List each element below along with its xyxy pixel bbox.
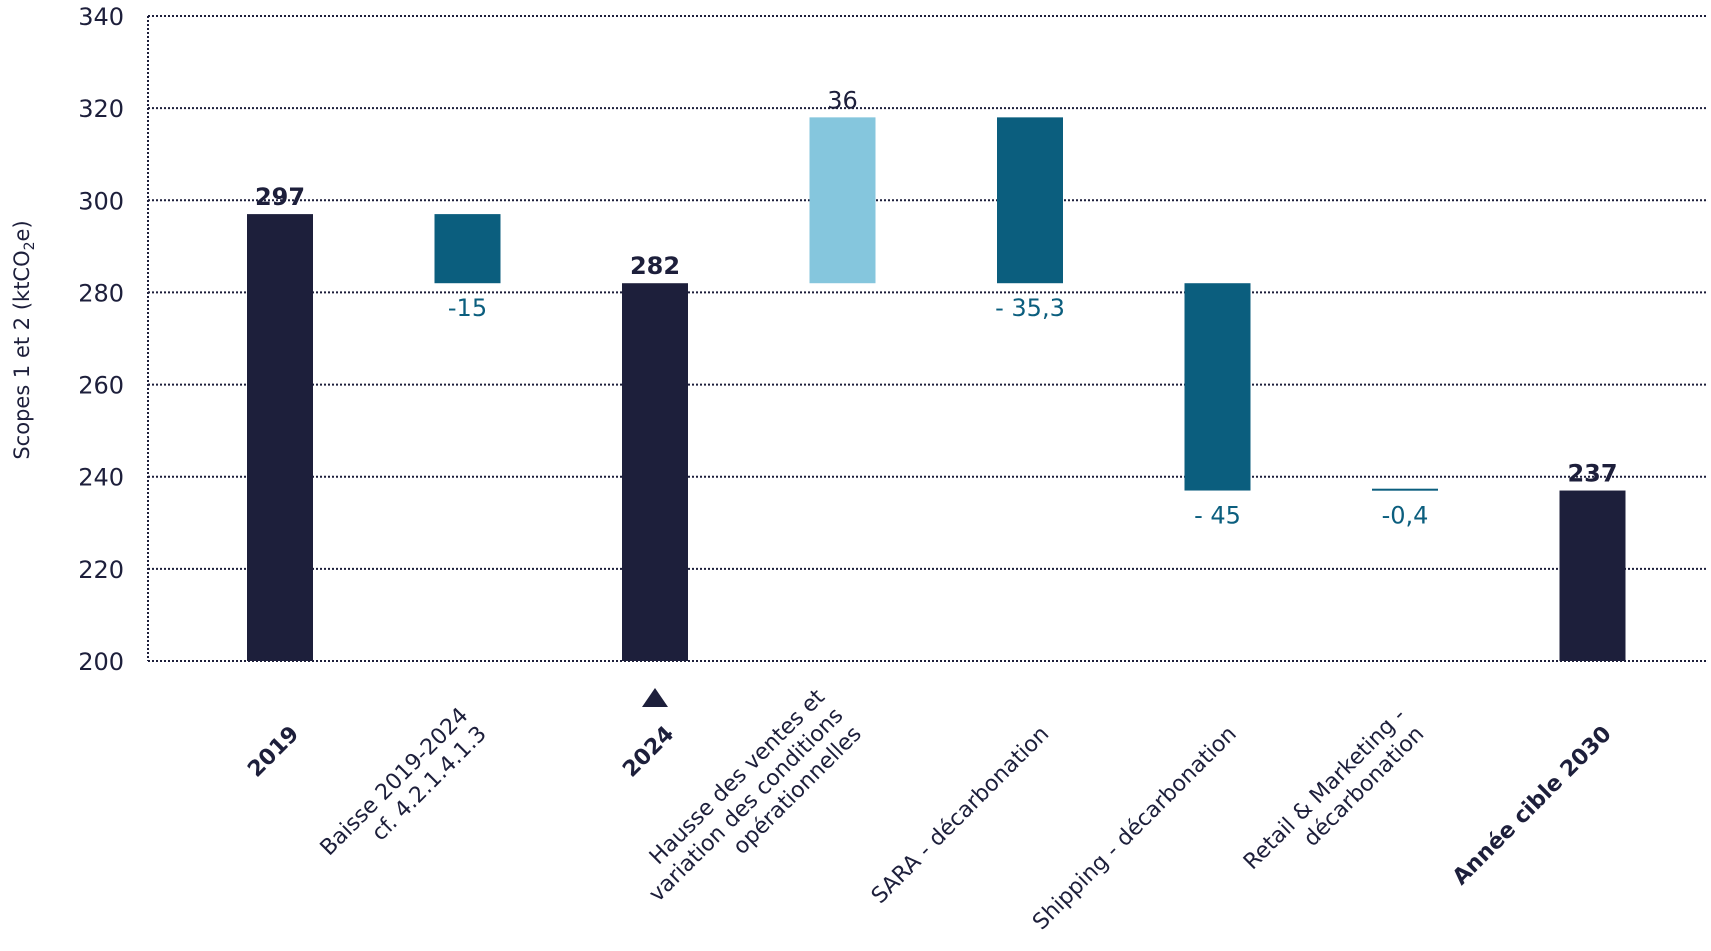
category-label-line: 2019 (243, 722, 304, 783)
triangle-up-icon (642, 688, 668, 707)
category-label-line: Année cible 2030 (1448, 722, 1617, 891)
value-label-2: 282 (630, 252, 680, 280)
bar-0 (247, 214, 313, 661)
bar-4 (997, 117, 1063, 284)
category-label-6: Retail & Marketing -décarbonation (1239, 703, 1429, 893)
bar-1 (434, 214, 501, 284)
value-label-0: 297 (255, 183, 305, 211)
y-tick-label: 320 (78, 95, 124, 123)
category-label-line: Shipping - décarbonation (1028, 722, 1242, 936)
x-axis-categories: 2019 Baisse 2019-2024cf. 4.2.1.4.1.3 2024H… (243, 685, 1616, 936)
bar-5 (1184, 283, 1251, 491)
category-label-1: Baisse 2019-2024cf. 4.2.1.4.1.3 (316, 703, 492, 879)
category-label-line: 2024 (618, 722, 679, 783)
value-label-4: - 35,3 (995, 294, 1065, 322)
y-tick-label: 240 (78, 464, 124, 492)
value-label-3: 36 (827, 86, 858, 114)
category-label-line: variation des conditions (644, 703, 848, 907)
y-tick-label: 200 (78, 648, 124, 676)
y-axis-label-subscript: 2 (22, 241, 38, 250)
value-labels: 297 -15 282 36 - 35,3 - 45 -0,4 237 (255, 86, 1618, 529)
value-label-6: -0,4 (1382, 502, 1429, 530)
y-tick-label: 280 (78, 279, 124, 307)
category-label-line: Baisse 2019-2024 (316, 703, 474, 861)
category-label-4: SARA - décarbonation (867, 722, 1054, 909)
category-label-0: 2019 (243, 722, 304, 783)
bars (247, 117, 1626, 661)
y-axis-label-main: Scopes 1 et 2 (ktCO (10, 250, 34, 459)
y-axis-label-tail: e) (10, 220, 34, 241)
category-label-7: Année cible 2030 (1448, 722, 1617, 891)
bar-6 (1372, 488, 1438, 491)
y-tick-label: 300 (78, 187, 124, 215)
value-label-1: -15 (448, 294, 487, 322)
category-label-2: 2024 (618, 722, 679, 783)
y-axis-label: Scopes 1 et 2 (ktCO2e) (10, 220, 38, 459)
bar-3 (809, 117, 876, 284)
grid-lines (147, 15, 1706, 662)
y-tick-label: 260 (78, 372, 124, 400)
category-label-5: Shipping - décarbonation (1028, 722, 1242, 936)
value-label-5: - 45 (1194, 502, 1241, 530)
category-label-3: Hausse des ventes etvariation des condit… (626, 685, 867, 926)
y-tick-label: 340 (78, 3, 124, 31)
y-tick-label: 220 (78, 556, 124, 584)
category-label-line: SARA - décarbonation (867, 722, 1054, 909)
y-axis: 200 220 240 260 280 300 320 340 (78, 3, 124, 676)
category-label-line: Retail & Marketing - (1239, 703, 1411, 875)
bar-7 (1559, 490, 1626, 661)
value-label-7: 237 (1567, 460, 1617, 488)
bar-2 (622, 283, 688, 661)
